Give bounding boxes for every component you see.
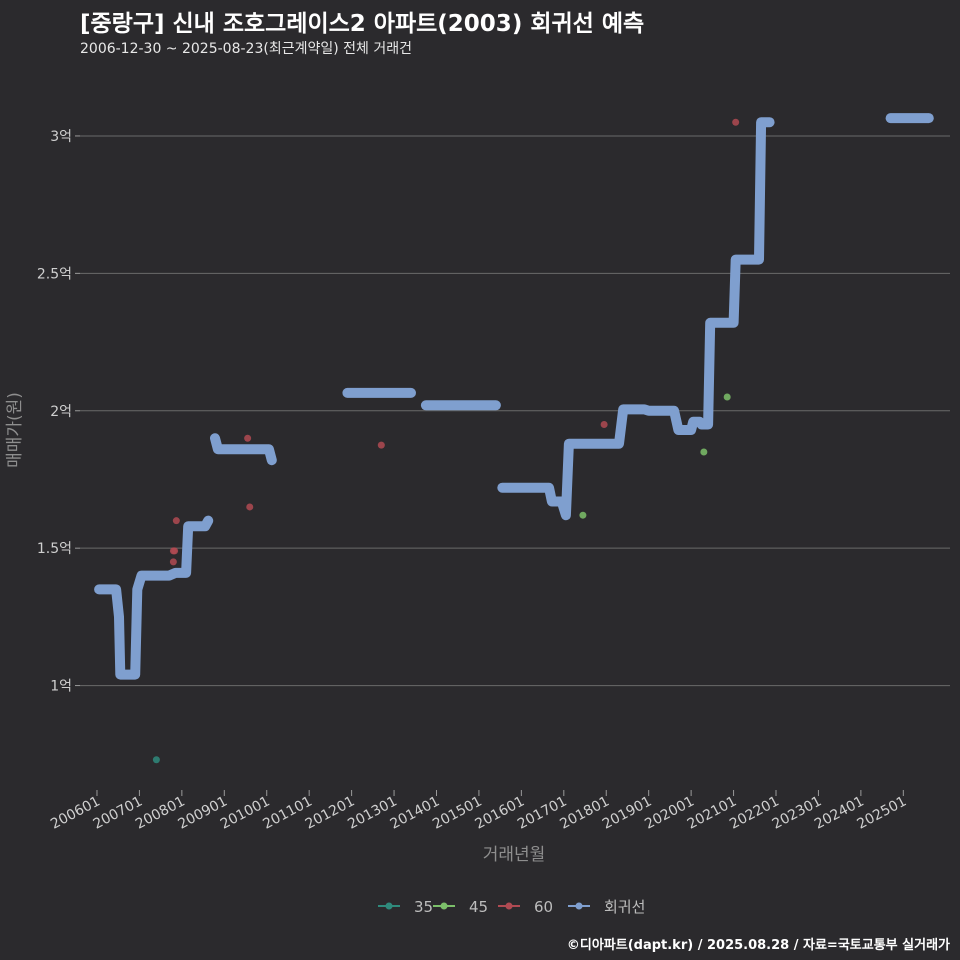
point-s60-1 (169, 558, 177, 566)
chart-subtitle: 2006-12-30 ~ 2025-08-23(최근계약일) 전체 거래건 (80, 41, 412, 57)
point-s60-7 (377, 441, 385, 449)
legend-item-s35: 35 (378, 898, 433, 916)
chart-title: [중랑구] 신내 조호그레이스2 아파트(2003) 회귀선 예측 (80, 11, 645, 37)
legend-item-s60: 60 (498, 898, 553, 916)
point-s45-8 (579, 511, 587, 519)
y-tick-label-3: 2.5억 (37, 266, 72, 282)
legend-item-regression: 회귀선 (568, 898, 645, 916)
legend-label-s45: 45 (469, 898, 488, 916)
regression-segment-0 (94, 515, 214, 680)
regression-lines (94, 113, 934, 680)
y-axis-title: 매매가(원) (5, 392, 25, 468)
point-s60-3 (171, 547, 179, 555)
x-tick-label-19: 202501 (854, 793, 909, 832)
legend-label-regression: 회귀선 (604, 898, 645, 916)
y-axis-ticks: 1억 1.5억 2억 2.5억 3억 (37, 129, 80, 695)
source-caption: ©디아파트(dapt.kr) / 2025.08.28 / 자료=국토교통부 실… (566, 938, 950, 953)
legend-dot-s60 (505, 902, 513, 910)
legend-label-s35: 35 (414, 898, 433, 916)
legend-dot-s45 (440, 902, 448, 910)
grid-lines (80, 135, 950, 687)
legend-label-s60: 60 (534, 898, 553, 916)
regression-segment-4 (497, 117, 775, 521)
point-s45-11 (723, 393, 731, 401)
y-tick-label-0: 1억 (50, 679, 72, 695)
point-s60-5 (244, 434, 252, 442)
y-tick-label-1: 1.5억 (37, 541, 72, 557)
point-s60-9 (600, 421, 608, 429)
legend-dot-s35 (385, 902, 393, 910)
point-s45-10 (700, 448, 708, 456)
legend: 35 45 60 회귀선 (378, 898, 645, 916)
point-s60-12 (732, 118, 740, 126)
scatter-points (152, 118, 740, 764)
point-s60-6 (246, 503, 254, 511)
x-axis-title: 거래년월 (483, 845, 546, 865)
y-tick-label-4: 3억 (50, 129, 72, 145)
point-s60-4 (172, 517, 180, 525)
legend-dot-regression (575, 902, 583, 910)
legend-item-s45: 45 (433, 898, 488, 916)
x-axis-ticks: 2006012007012008012009012010012011012012… (48, 790, 909, 833)
regression-segment-1 (210, 433, 277, 466)
point-s35-0 (152, 756, 160, 764)
y-tick-label-2: 2억 (50, 404, 72, 420)
